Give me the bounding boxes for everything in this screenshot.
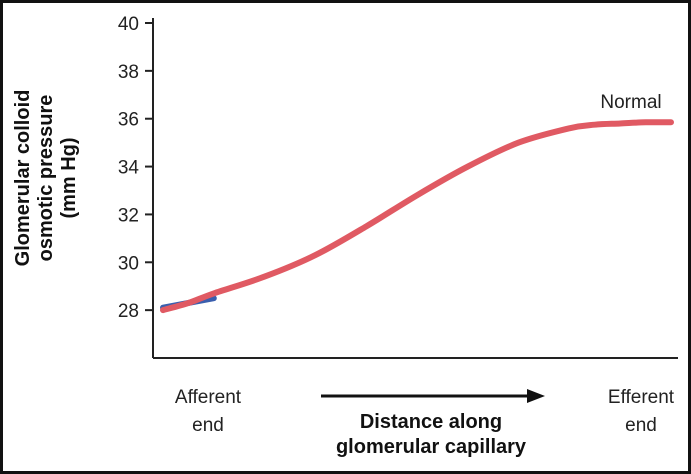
y-axis-title-line-1: Glomerular colloid bbox=[12, 90, 34, 267]
x-axis-title-line-2: glomerular capillary bbox=[336, 436, 527, 458]
x-end-label-line-2: end bbox=[625, 415, 657, 436]
series-line-normal bbox=[160, 119, 674, 314]
line-chart: Glomerular colloid osmotic pressure (mm … bbox=[12, 14, 678, 458]
y-tick-label: 28 bbox=[118, 301, 139, 322]
y-tick-label: 38 bbox=[118, 62, 139, 83]
y-axis-title-line-2: osmotic pressure bbox=[35, 95, 57, 262]
y-tick-label: 32 bbox=[118, 205, 139, 226]
series-layer bbox=[160, 119, 674, 314]
y-axis-title: Glomerular colloid osmotic pressure (mm … bbox=[12, 90, 80, 267]
y-tick-label: 40 bbox=[118, 14, 139, 35]
x-direction-arrowhead bbox=[527, 389, 545, 403]
y-axis-title-line-3: (mm Hg) bbox=[58, 137, 80, 218]
y-tick-label: 34 bbox=[118, 158, 140, 179]
y-tick-label: 30 bbox=[118, 253, 139, 274]
x-end-label-line-1: Efferent bbox=[608, 387, 675, 408]
x-start-label-line-2: end bbox=[192, 415, 224, 436]
y-tick-label: 36 bbox=[118, 110, 139, 131]
series-label-normal: Normal bbox=[600, 92, 661, 113]
x-axis-title-line-1: Distance along bbox=[360, 411, 502, 433]
y-ticks: 28 30 32 34 36 38 40 bbox=[118, 14, 153, 322]
x-start-label-line-1: Afferent bbox=[175, 387, 242, 408]
